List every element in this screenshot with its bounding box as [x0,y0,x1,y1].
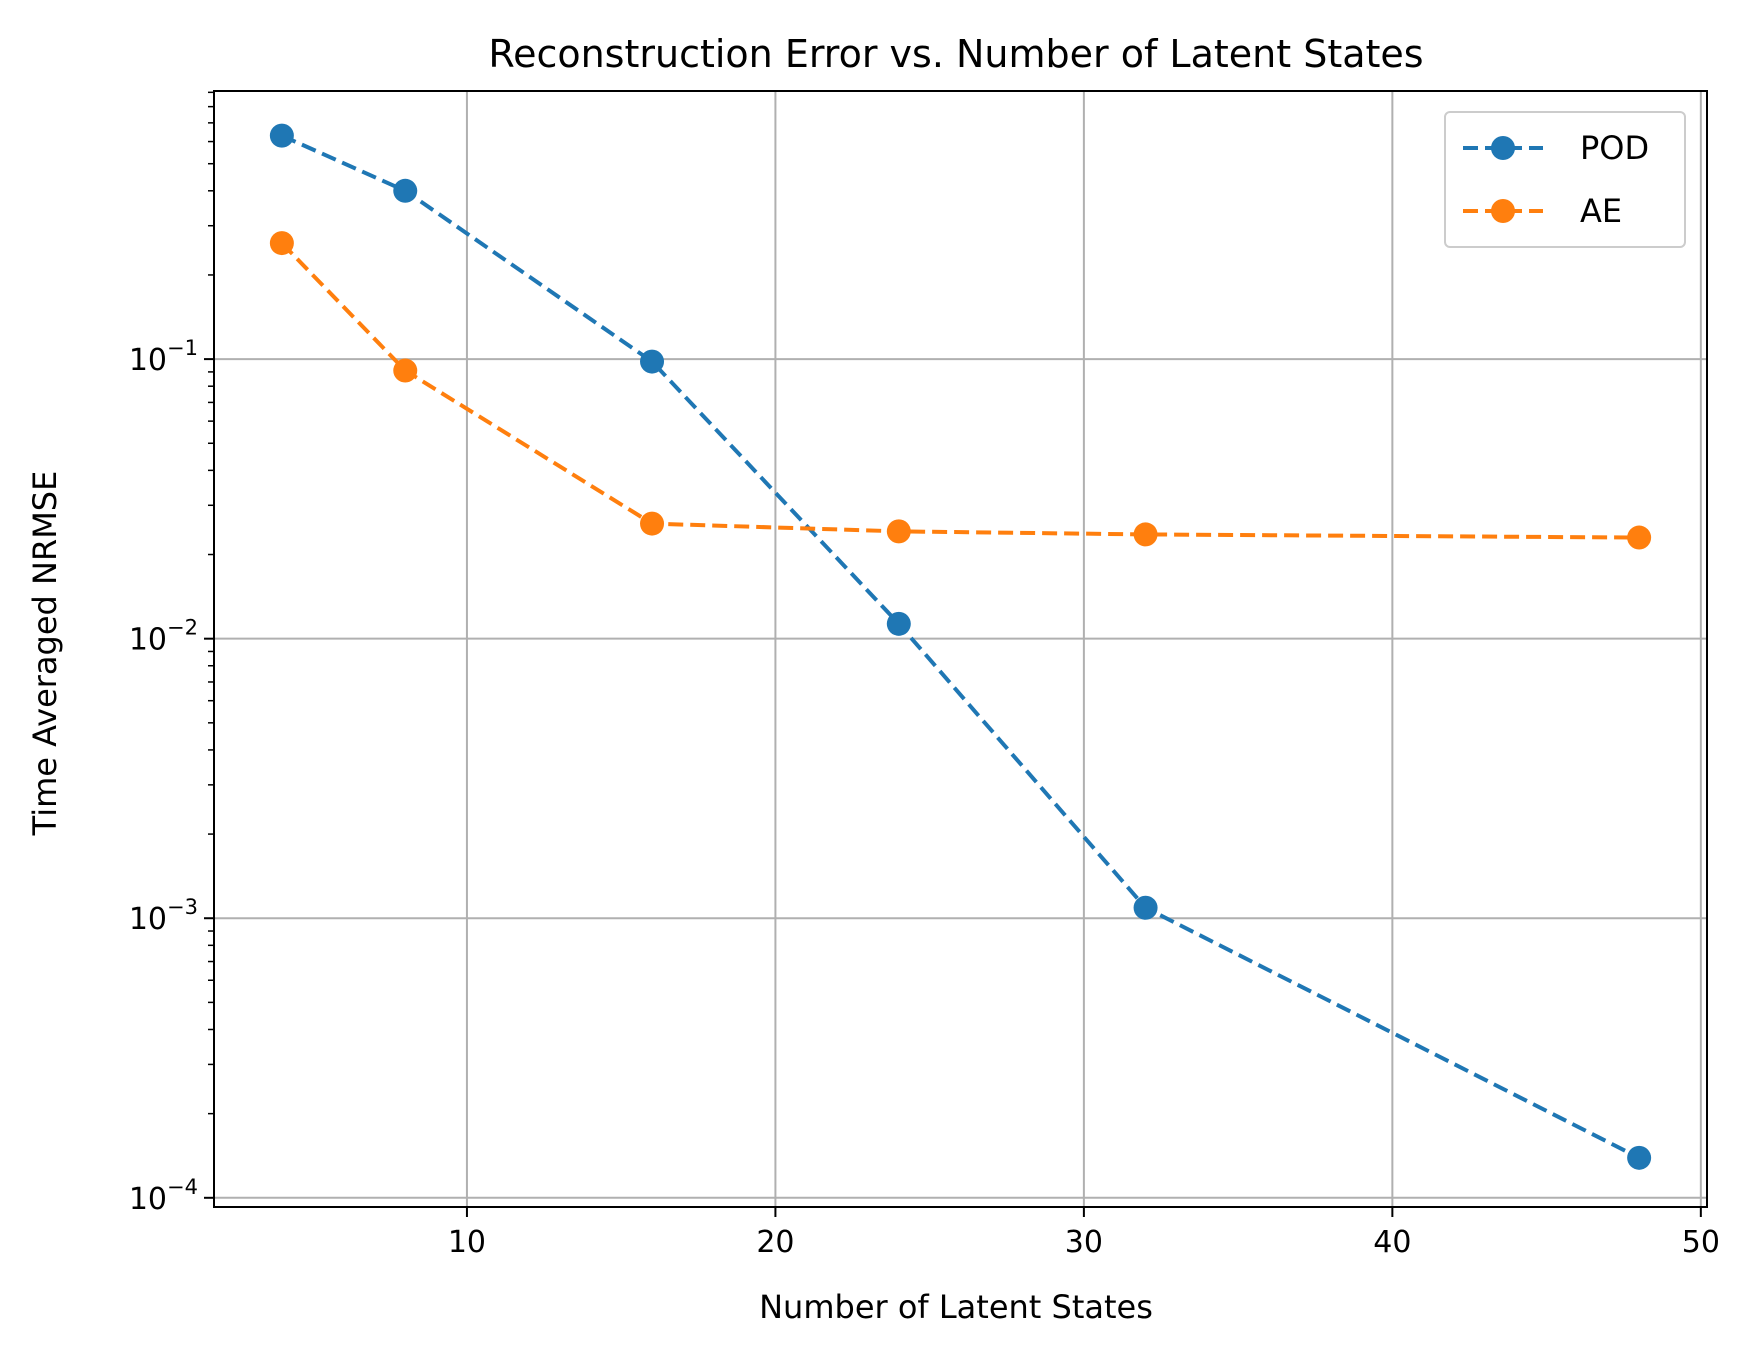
data-point-ae [1627,525,1652,550]
legend-marker-ae [1491,199,1515,223]
legend-label-pod: POD [1580,129,1649,167]
data-point-pod [1627,1145,1652,1170]
legend-marker-pod [1491,136,1515,160]
series-layer [269,123,1652,1170]
grid-lines [214,91,1707,1207]
data-point-ae [393,358,418,383]
data-point-pod [640,349,665,374]
data-point-ae [886,519,911,544]
data-point-ae [1133,522,1158,547]
x-axis-label: Number of Latent States [759,1288,1153,1326]
x-tick-label: 50 [1682,1225,1720,1260]
data-point-pod [886,611,911,636]
x-tick-label: 10 [448,1225,486,1260]
x-tick-label: 40 [1373,1225,1411,1260]
legend-label-ae: AE [1580,192,1622,230]
data-point-pod [393,178,418,203]
series-line-pod [281,133,1641,1160]
data-point-pod [269,123,294,148]
data-point-ae [640,511,665,536]
chart-title: Reconstruction Error vs. Number of Laten… [488,32,1423,76]
x-tick-label: 20 [756,1225,794,1260]
series-line-ae [280,241,1640,540]
data-point-pod [1133,895,1158,920]
plot-frame [213,90,1708,1208]
data-point-ae [269,231,294,256]
x-tick-label: 30 [1065,1225,1103,1260]
y-axis-label: Time Averaged NRMSE [26,471,64,837]
legend: POD AE [1444,111,1686,248]
